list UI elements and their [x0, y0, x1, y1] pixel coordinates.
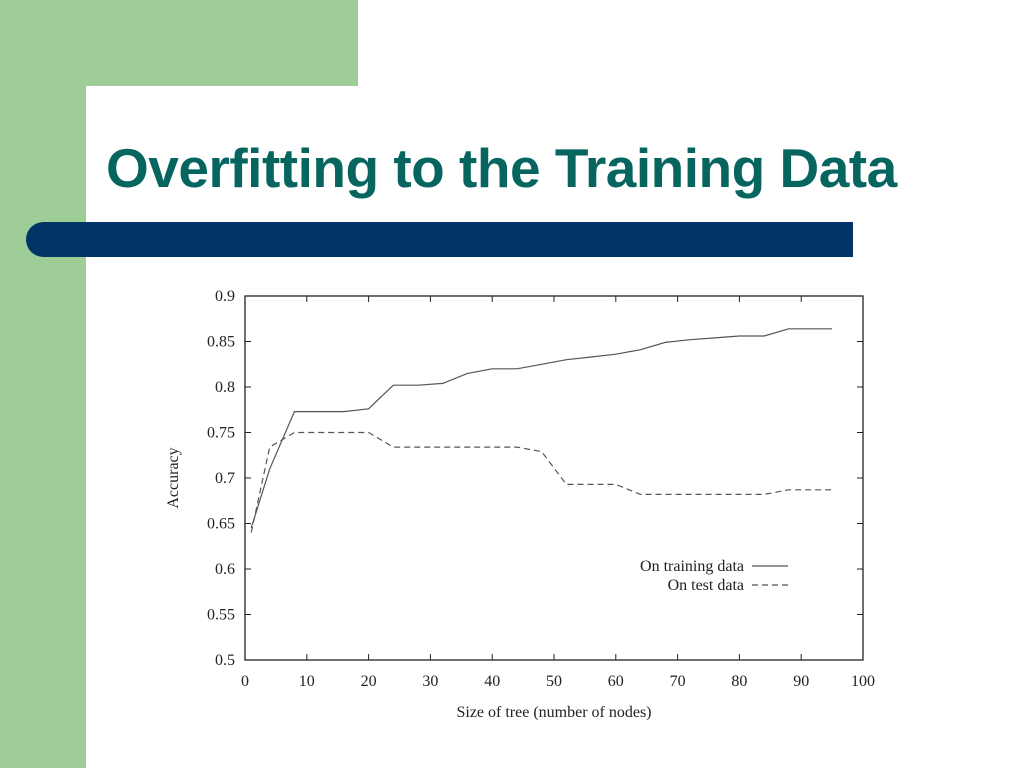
y-axis-label: Accuracy — [165, 447, 182, 508]
x-tick-label: 20 — [361, 673, 377, 690]
series-line-on-test-data — [250, 431, 833, 533]
legend-label-on-training-data: On training data — [640, 558, 744, 575]
y-tick-label: 0.8 — [215, 379, 235, 396]
y-tick-label: 0.7 — [215, 470, 235, 487]
accuracy-line-chart: 0 10 20 30 40 50 60 70 80 90 100 0.5 0.55 0.6 0.65 0.7 0… — [165, 288, 875, 721]
y-tick-label: 0.75 — [207, 425, 235, 442]
title-underline-bar — [26, 222, 853, 257]
y-tick-label: 0.9 — [215, 288, 235, 305]
plot-frame — [244, 295, 864, 661]
y-tick-label: 0.55 — [207, 607, 235, 624]
y-tick-label: 0.65 — [207, 516, 235, 533]
y-tick-label: 0.5 — [215, 652, 235, 669]
series-line-on-training-data — [250, 328, 833, 529]
y-tick-label: 0.6 — [215, 561, 235, 578]
chart-axes — [244, 295, 864, 661]
x-axis-label: Size of tree (number of nodes) — [456, 704, 651, 721]
content-panel — [86, 86, 1024, 768]
legend-label-on-test-data: On test data — [668, 577, 744, 594]
green-top-block — [0, 0, 358, 86]
x-tick-label: 50 — [546, 673, 562, 690]
x-tick-label: 0 — [241, 673, 249, 690]
x-tick-label: 70 — [670, 673, 686, 690]
x-tick-label: 100 — [851, 673, 875, 690]
x-tick-label: 40 — [484, 673, 500, 690]
x-tick-label: 60 — [608, 673, 624, 690]
x-tick-label: 90 — [793, 673, 809, 690]
slide-title: Overfitting to the Training Data — [106, 137, 897, 199]
x-tick-label: 30 — [422, 673, 438, 690]
chart-ticks: 0 10 20 30 40 50 60 70 80 90 100 0.5 0.55 0.6 0.65 0.7 0… — [207, 288, 875, 690]
chart-series — [250, 328, 833, 533]
y-tick-label: 0.85 — [207, 334, 235, 351]
green-side-strip — [0, 0, 86, 768]
x-tick-label: 80 — [731, 673, 747, 690]
chart-legend: On training data On test data — [640, 558, 788, 594]
x-tick-label: 10 — [299, 673, 315, 690]
